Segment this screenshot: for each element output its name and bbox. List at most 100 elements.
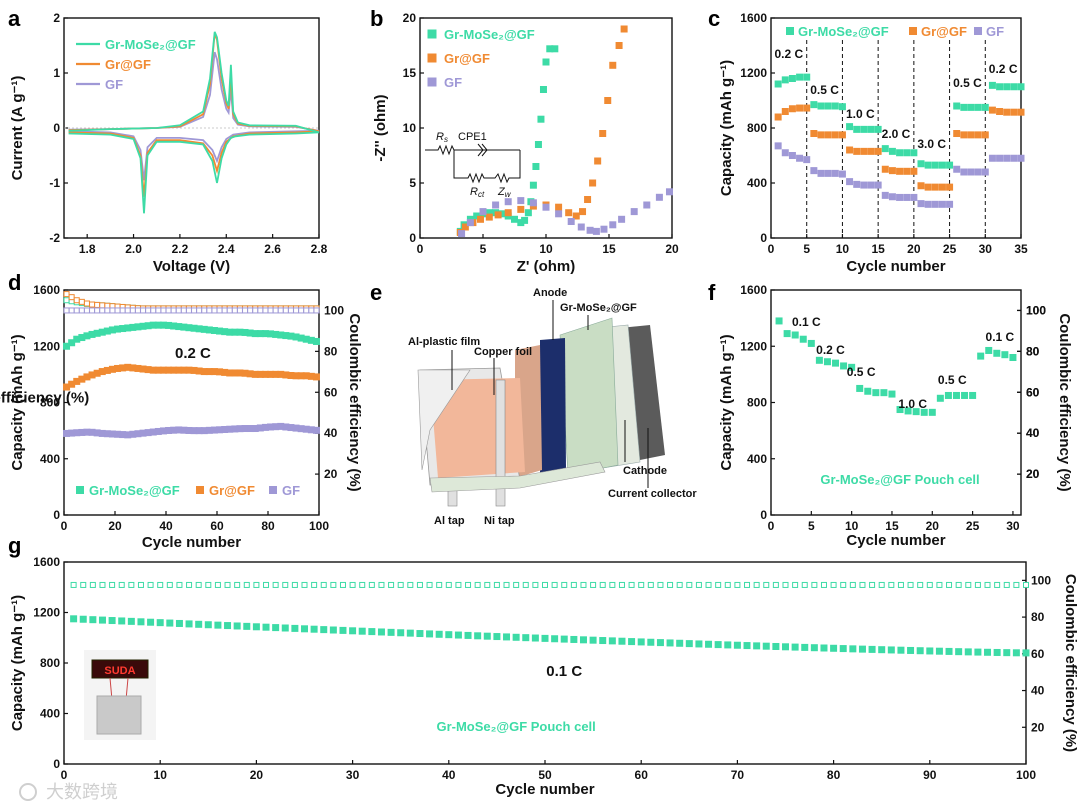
data-point-grgf [599,130,607,137]
ce-point-grgf [83,300,90,307]
capacity-point-grmose2 [714,641,722,649]
x-tick-label: 10 [539,242,553,256]
capacity-point-grmose2 [127,617,135,625]
label-al-tap: Al tap [434,515,465,527]
legend-label-gf: GF [105,77,123,92]
capacity-point-grmose2 [695,640,703,648]
capacity-point-grmose2 [329,626,337,634]
data-point-grgf [903,167,911,175]
data-point-grmose2 [988,81,996,89]
panel-letter-a: a [8,6,21,31]
data-point-grmose2 [856,384,864,392]
capacity-point-grgf [312,373,320,381]
y-axis-label: Current (A g⁻¹) [9,76,26,181]
ce-point-grmose2 [186,581,193,588]
capacity-point-grmose2 [570,635,578,643]
capacity-point-grmose2 [782,643,789,651]
y-tick-label: 20 [403,11,417,25]
film-front-flap [417,369,471,471]
x-tick-label: 30 [979,242,993,256]
ce-point-grmose2 [70,581,77,588]
label-copper-foil: Copper foil [474,346,532,358]
y2-tick-label: 40 [1026,426,1040,440]
ce-point-grmose2 [859,581,866,588]
ce-point-grmose2 [811,581,818,588]
capacity-point-grmose2 [147,618,155,626]
capacity-point-grmose2 [637,638,645,646]
y-tick-label: 1200 [33,606,60,620]
ce-point-grmose2 [686,581,693,588]
capacity-point-grmose2 [589,636,597,644]
capacity-point-grmose2 [118,617,126,625]
ce-point-gf [303,307,310,314]
capacity-point-grmose2 [416,630,424,638]
x-axis-label: Cycle number [846,258,945,275]
panel-b-eis-chart: 0 5 10 15 20 0 5 10 15 20 Z' (ohm) -Z'' (ohm) Gr-MoS… [372,11,679,275]
data-point-grmose2 [936,394,944,402]
ce-point-grmose2 [590,581,597,588]
ce-point-gf [73,307,80,314]
y2-tick-label: 80 [1026,344,1040,358]
rate-label: 0.5 C [810,83,839,97]
y2-axis-label: Coulombic efficiency (%) [346,313,363,491]
y2-tick-label: 60 [1026,385,1040,399]
data-point-grgf [494,211,502,219]
x-tick-label: 5 [808,519,815,533]
label-grmose2: Gr-MoSe₂@GF [560,302,637,314]
data-point-grmose2 [796,73,804,81]
x-tick-label: 80 [827,768,841,782]
data-point-gf [896,193,904,201]
ce-point-grmose2 [647,581,654,588]
x-tick-label: 20 [250,768,264,782]
data-point-grgf [896,167,904,175]
ce-point-gf [231,307,238,314]
ce-point-gf [170,307,177,314]
y-tick-label: 2 [53,11,60,25]
data-point-grgf [931,183,939,191]
data-point-gf [1017,154,1025,162]
x-tick-label: 20 [665,242,679,256]
data-point-grmose2 [928,408,936,416]
data-point-grgf [476,215,484,223]
capacity-point-grmose2 [531,634,539,642]
ce-point-grmose2 [561,581,568,588]
ce-point-grmose2 [503,581,510,588]
x-tick-label: 100 [1016,768,1036,782]
ce-point-grmose2 [176,581,183,588]
data-point-gf [458,230,466,238]
ce-point-grmose2 [994,581,1001,588]
ce-point-grmose2 [888,581,895,588]
capacity-point-grmose2 [618,637,626,645]
y-tick-label: -2 [49,231,60,245]
data-point-grmose2 [881,145,889,153]
data-point-grgf [620,25,628,33]
capacity-point-grmose2 [320,626,328,634]
y2-tick-label: 60 [1031,647,1045,661]
x-tick-label: 0 [417,242,424,256]
data-point-grgf [810,130,818,137]
ce-point-gf [293,307,300,314]
data-point-grgf [996,108,1004,115]
ce-point-grmose2 [330,581,337,588]
data-point-grmose2 [542,58,550,66]
ce-point-grmose2 [513,581,520,588]
capacity-point-grmose2 [887,646,895,654]
legend-label-grgf: Gr@GF [209,483,255,498]
capacity-point-grmose2 [830,644,838,652]
data-point-gf [479,208,487,216]
data-point-grmose2 [888,147,896,155]
y2-tick-label: 20 [1026,467,1040,481]
capacity-point-grmose2 [628,638,636,646]
y-tick-label: 1600 [740,11,767,25]
ce-point-grmose2 [984,581,991,588]
y-axis-label: Capacity (mAh g⁻¹) [718,60,735,196]
capacity-point-grmose2 [195,620,203,628]
data-point-grmose2 [1017,83,1025,91]
capacity-point-grmose2 [63,342,71,350]
capacity-point-grmose2 [1012,649,1020,657]
capacity-point-grmose2 [705,640,713,648]
x-tick-label: 60 [210,519,224,533]
x-tick-label: 0 [61,519,68,533]
rate-annotation: 0.2 C [175,345,211,362]
